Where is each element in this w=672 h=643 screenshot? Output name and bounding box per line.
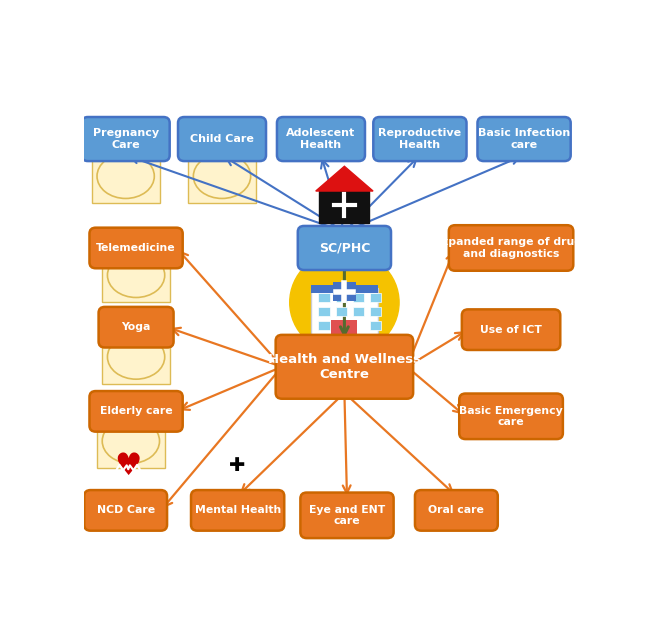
Text: NCD Care: NCD Care: [97, 505, 155, 516]
FancyBboxPatch shape: [89, 391, 183, 431]
FancyBboxPatch shape: [319, 191, 370, 223]
Text: Eye and ENT
care: Eye and ENT care: [309, 505, 385, 526]
FancyBboxPatch shape: [84, 490, 167, 530]
FancyBboxPatch shape: [276, 335, 413, 399]
FancyBboxPatch shape: [331, 320, 358, 337]
FancyBboxPatch shape: [353, 307, 364, 316]
FancyBboxPatch shape: [191, 490, 284, 530]
FancyBboxPatch shape: [102, 330, 170, 384]
FancyBboxPatch shape: [300, 493, 394, 538]
FancyBboxPatch shape: [99, 307, 173, 347]
FancyBboxPatch shape: [449, 225, 573, 271]
Text: Expanded range of drugs
and diagnostics: Expanded range of drugs and diagnostics: [434, 237, 588, 258]
Text: ✚: ✚: [229, 457, 246, 475]
Text: Oral care: Oral care: [429, 505, 485, 516]
Text: Yoga: Yoga: [122, 322, 151, 332]
FancyBboxPatch shape: [102, 248, 170, 302]
Text: Telemedicine: Telemedicine: [96, 243, 176, 253]
Text: Use of ICT: Use of ICT: [480, 325, 542, 334]
FancyBboxPatch shape: [415, 490, 498, 530]
FancyBboxPatch shape: [310, 287, 378, 337]
FancyBboxPatch shape: [335, 307, 347, 316]
FancyBboxPatch shape: [92, 149, 159, 203]
FancyBboxPatch shape: [97, 414, 165, 468]
FancyBboxPatch shape: [310, 285, 378, 293]
Text: Reproductive
Health: Reproductive Health: [378, 128, 462, 150]
FancyBboxPatch shape: [298, 226, 391, 270]
FancyBboxPatch shape: [374, 117, 466, 161]
FancyBboxPatch shape: [370, 321, 382, 330]
FancyBboxPatch shape: [478, 117, 571, 161]
FancyBboxPatch shape: [319, 321, 330, 330]
Text: Basic Infection
care: Basic Infection care: [478, 128, 571, 150]
FancyBboxPatch shape: [319, 293, 330, 302]
Text: Child Care: Child Care: [190, 134, 254, 144]
FancyBboxPatch shape: [353, 293, 364, 302]
FancyBboxPatch shape: [335, 293, 347, 302]
Polygon shape: [316, 167, 373, 191]
FancyBboxPatch shape: [370, 293, 382, 302]
FancyBboxPatch shape: [333, 282, 356, 302]
Text: Mental Health: Mental Health: [194, 505, 281, 516]
FancyBboxPatch shape: [178, 117, 266, 161]
FancyBboxPatch shape: [188, 149, 256, 203]
Text: ♥: ♥: [115, 452, 142, 482]
FancyBboxPatch shape: [459, 394, 563, 439]
Text: SC/PHC: SC/PHC: [319, 242, 370, 255]
FancyBboxPatch shape: [319, 307, 330, 316]
FancyBboxPatch shape: [462, 309, 560, 350]
Text: Pregnancy
Care: Pregnancy Care: [93, 128, 159, 150]
Text: Elderly care: Elderly care: [99, 406, 173, 417]
Text: Basic Emergency
care: Basic Emergency care: [459, 406, 563, 427]
FancyBboxPatch shape: [370, 307, 382, 316]
Text: Health and Wellness
Centre: Health and Wellness Centre: [268, 353, 421, 381]
FancyBboxPatch shape: [89, 228, 183, 268]
Text: Adolescent
Health: Adolescent Health: [286, 128, 355, 150]
FancyBboxPatch shape: [82, 117, 169, 161]
Circle shape: [290, 250, 399, 354]
FancyBboxPatch shape: [277, 117, 365, 161]
